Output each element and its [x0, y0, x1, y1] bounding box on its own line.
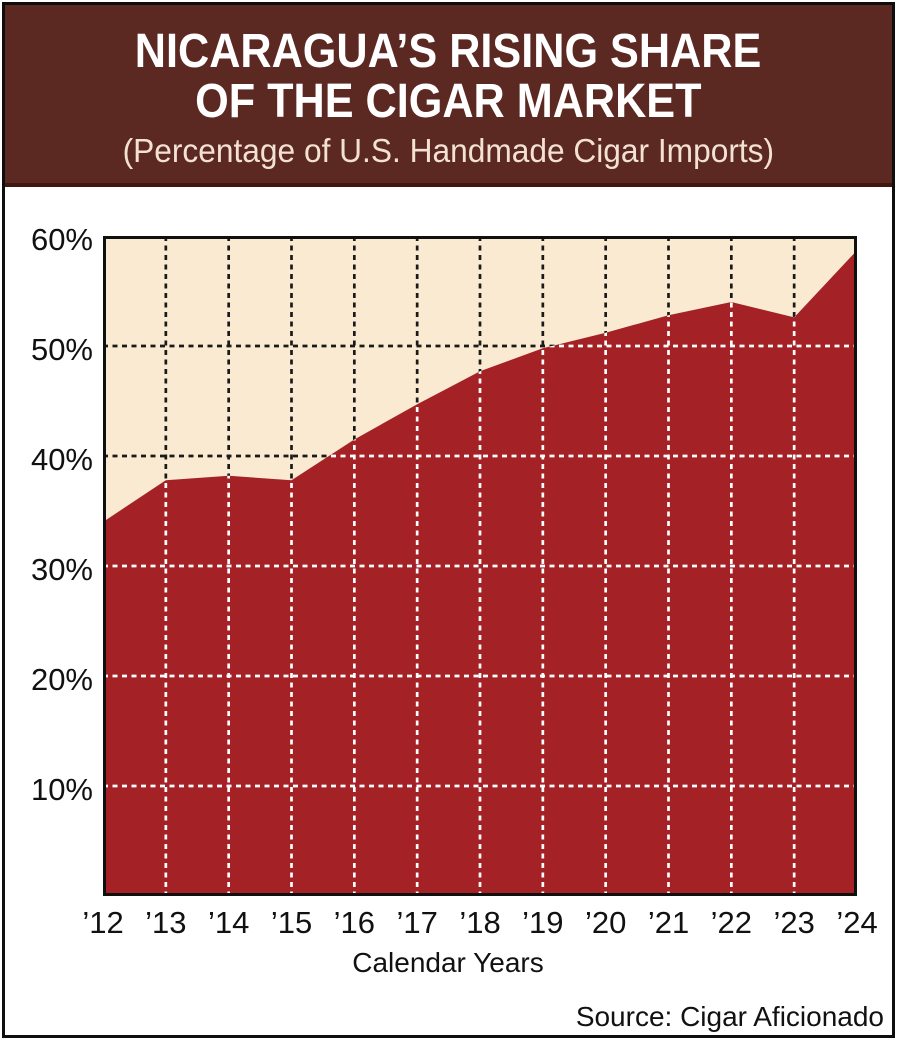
x-tick-label: ’20: [584, 905, 627, 940]
y-tick-label: 60%: [30, 222, 93, 257]
x-tick-label: ’17: [396, 905, 438, 940]
x-tick-label: ’23: [773, 905, 815, 940]
x-tick-label: ’21: [647, 905, 690, 940]
x-tick-label: ’22: [710, 905, 753, 940]
x-tick-label: ’18: [459, 905, 501, 940]
chart-header: NICARAGUA’S RISING SHARE OF THE CIGAR MA…: [5, 5, 892, 187]
x-tick-label: ’24: [836, 905, 878, 940]
y-tick-label: 20%: [30, 662, 93, 697]
y-tick-label: 50%: [30, 332, 93, 367]
x-tick-label: ’13: [145, 905, 187, 940]
x-axis-title: Calendar Years: [352, 947, 544, 978]
x-tick-label: ’14: [207, 905, 250, 940]
x-tick-label: ’16: [333, 905, 376, 940]
plot-area: [103, 236, 857, 896]
chart-title-line2: OF THE CIGAR MARKET: [195, 75, 702, 128]
chart-title-line1: NICARAGUA’S RISING SHARE: [135, 25, 762, 78]
plot-svg: [103, 236, 857, 896]
x-tick-label: ’15: [270, 905, 313, 940]
y-tick-label: 40%: [30, 442, 93, 477]
x-tick-label: ’19: [522, 905, 564, 940]
source-credit: Source: Cigar Aficionado: [575, 1001, 884, 1032]
plot-border: [103, 236, 857, 896]
y-tick-label: 10%: [30, 772, 93, 807]
y-tick-label: 30%: [30, 552, 93, 587]
x-tick-label: ’12: [82, 905, 124, 940]
chart-subtitle: (Percentage of U.S. Handmade Cigar Impor…: [122, 132, 775, 169]
